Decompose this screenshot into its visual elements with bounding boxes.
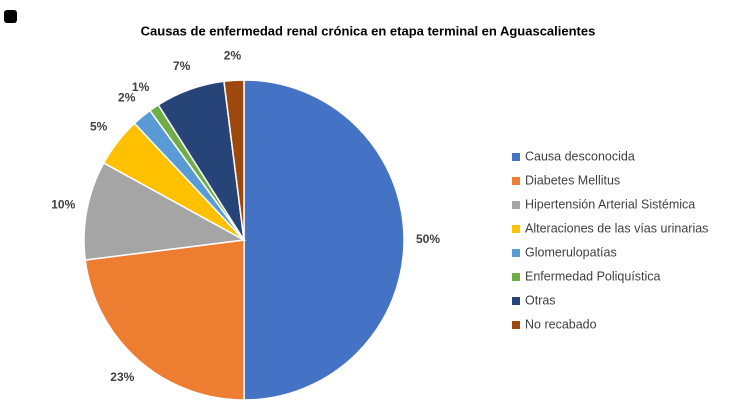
data-label: 23% xyxy=(110,370,134,384)
legend-label: Enfermedad Poliquística xyxy=(525,269,661,283)
pie-slice xyxy=(84,239,245,401)
legend-swatch xyxy=(512,297,520,305)
legend-swatch xyxy=(512,201,520,209)
legend-label: Diabetes Mellitus xyxy=(525,173,620,187)
data-label: 5% xyxy=(90,119,108,133)
chart-title: Causas de enfermedad renal crónica en et… xyxy=(141,23,596,38)
data-label: 1% xyxy=(132,80,150,94)
data-label: 2% xyxy=(118,90,136,104)
bullet xyxy=(4,10,17,23)
legend-swatch xyxy=(512,177,520,185)
legend-label: Glomerulopatías xyxy=(525,245,617,259)
legend-swatch xyxy=(512,153,520,161)
legend-label: Hipertensión Arterial Sistémica xyxy=(525,197,695,211)
legend-swatch xyxy=(512,273,520,281)
data-label: 2% xyxy=(224,49,242,63)
data-label: 10% xyxy=(51,198,75,212)
legend-swatch xyxy=(512,321,520,329)
legend-label: Otras xyxy=(525,293,556,307)
pie-slice xyxy=(223,79,245,241)
pie-slice xyxy=(243,79,405,401)
data-label: 50% xyxy=(416,232,440,246)
legend-swatch xyxy=(512,249,520,257)
pie-slice xyxy=(83,161,247,261)
legend-swatch xyxy=(512,225,520,233)
legend-label: No recabado xyxy=(525,317,597,331)
legend-label: Alteraciones de las vías urinarias xyxy=(525,221,708,235)
data-label: 7% xyxy=(173,59,191,73)
legend-label: Causa desconocida xyxy=(525,149,635,163)
